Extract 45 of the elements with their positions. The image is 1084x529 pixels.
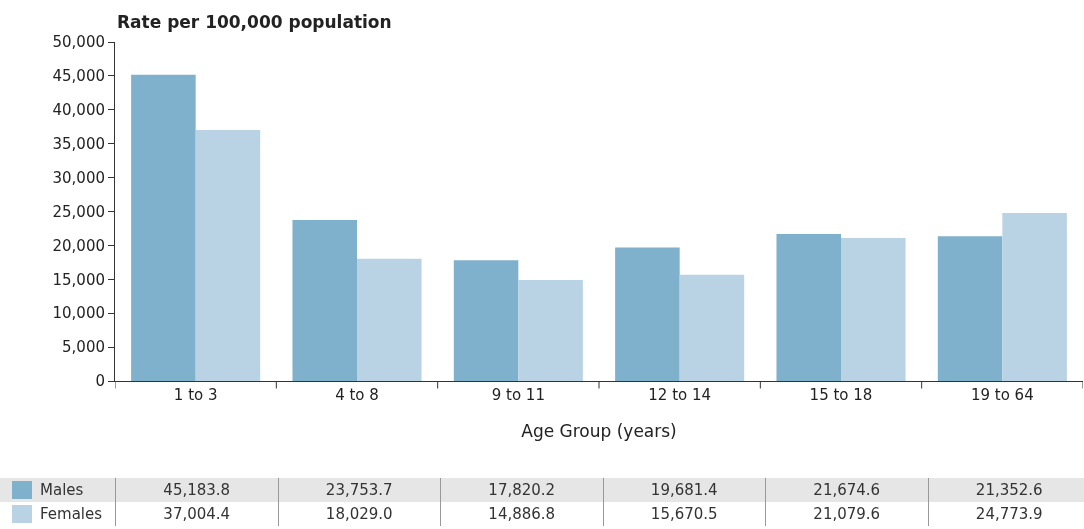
y-tick-label: 10,000 xyxy=(52,304,105,323)
x-tick-label: 9 to 11 xyxy=(491,386,545,404)
data-label: 45,183.8 xyxy=(115,478,278,502)
y-tick-label: 25,000 xyxy=(52,202,105,221)
bar xyxy=(357,258,422,381)
x-tick-label: 1 to 3 xyxy=(173,386,218,404)
data-label: 21,079.6 xyxy=(765,502,928,526)
bar xyxy=(937,236,1003,381)
y-tick-label: 30,000 xyxy=(52,168,105,187)
data-label: 17,820.2 xyxy=(440,478,603,502)
legend-label: Males xyxy=(40,480,84,499)
data-label: 21,352.6 xyxy=(928,478,1084,502)
y-tick-label: 40,000 xyxy=(52,101,105,120)
bar xyxy=(841,238,906,381)
x-tick-label: 19 to 64 xyxy=(970,386,1034,404)
bar xyxy=(679,274,745,381)
bar xyxy=(776,234,841,381)
bar xyxy=(615,247,680,381)
y-tick-label: 5,000 xyxy=(62,338,105,357)
bar xyxy=(195,130,261,381)
data-label: 15,670.5 xyxy=(603,502,766,526)
bar xyxy=(131,74,196,381)
y-tick-label: 20,000 xyxy=(52,236,105,255)
data-label: 19,681.4 xyxy=(603,478,766,502)
y-tick-label: 15,000 xyxy=(52,270,105,289)
data-label: 18,029.0 xyxy=(278,502,441,526)
x-tick-label: 4 to 8 xyxy=(335,386,379,404)
bar xyxy=(518,280,583,381)
data-label: 14,886.8 xyxy=(440,502,603,526)
bar xyxy=(1002,213,1067,381)
x-tick-label: 12 to 14 xyxy=(648,386,712,404)
data-label: 21,674.6 xyxy=(765,478,928,502)
data-label: 24,773.9 xyxy=(928,502,1084,526)
y-tick-label: 0 xyxy=(95,372,105,391)
y-axis-title: Rate per 100,000 population xyxy=(117,12,392,32)
x-tick-label: 15 to 18 xyxy=(809,386,873,404)
y-tick-label: 35,000 xyxy=(52,134,105,153)
y-tick-label: 45,000 xyxy=(52,67,105,86)
bar xyxy=(292,219,357,381)
data-label: 23,753.7 xyxy=(278,478,441,502)
x-axis-title: Age Group (years) xyxy=(521,421,677,442)
bar xyxy=(453,260,519,381)
legend-label: Females xyxy=(40,504,103,523)
data-label: 37,004.4 xyxy=(115,502,278,526)
y-tick-label: 50,000 xyxy=(52,33,105,52)
